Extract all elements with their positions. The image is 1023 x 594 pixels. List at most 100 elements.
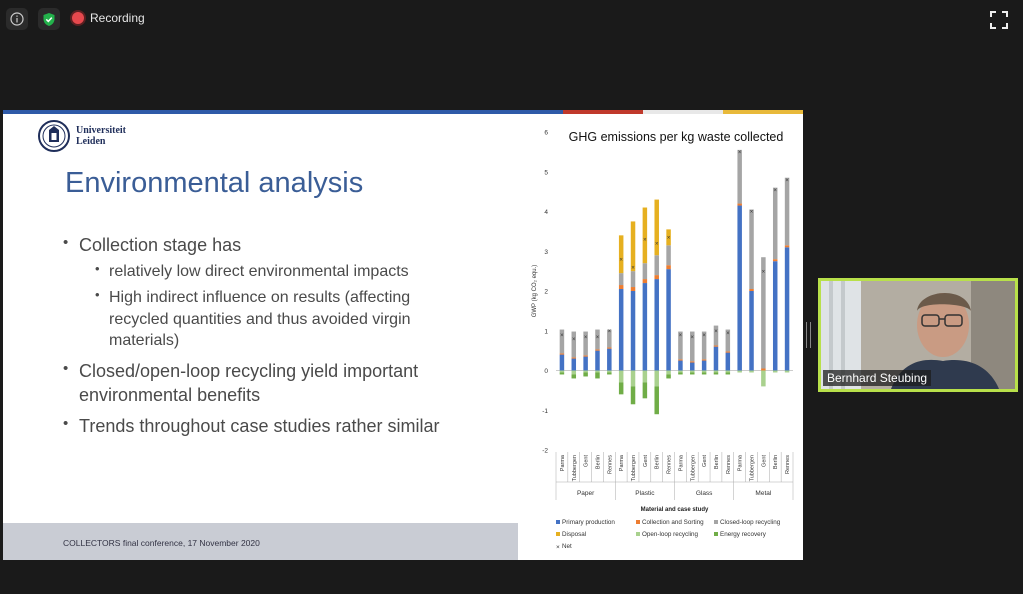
bar-segment xyxy=(630,370,636,387)
x-tick-label: Gent xyxy=(761,455,767,467)
bullet-1b-line3: materials) xyxy=(109,332,180,349)
bar-segment xyxy=(701,331,707,360)
bar-segment xyxy=(725,352,731,371)
footer-text: COLLECTORS final conference, 17 November… xyxy=(63,538,260,548)
bar-segment xyxy=(725,329,731,352)
panel-resize-handle[interactable] xyxy=(806,322,811,348)
bar-segment xyxy=(784,177,790,246)
bar-segment xyxy=(666,269,671,371)
bar-segment xyxy=(678,359,683,361)
bar-segment xyxy=(571,370,577,375)
bar-segment xyxy=(678,372,683,375)
x-tick-label: Parma xyxy=(738,454,744,471)
x-tick-label: Gent xyxy=(643,455,649,467)
legend-label: Closed-loop recycling xyxy=(720,519,781,526)
legend-swatch xyxy=(556,520,560,524)
participant-video-tile[interactable]: Bernhard Steubing xyxy=(818,278,1018,392)
x-tick-label: Berlin xyxy=(773,455,779,469)
bar-segment xyxy=(761,370,766,387)
bar-segment xyxy=(772,259,778,262)
fullscreen-icon[interactable] xyxy=(989,10,1009,30)
bar-segment xyxy=(772,187,778,260)
bar-segment xyxy=(784,370,790,373)
security-button[interactable] xyxy=(38,8,60,30)
bar-segment xyxy=(713,325,719,346)
y-tick-label: 1 xyxy=(544,328,548,335)
net-marker: × xyxy=(785,178,789,184)
bar-segment xyxy=(618,382,624,395)
bar-segment xyxy=(630,221,636,272)
bar-segment xyxy=(654,279,659,371)
bar-segment xyxy=(725,370,731,373)
info-button[interactable] xyxy=(6,8,28,30)
bar-segment xyxy=(642,263,648,280)
legend-swatch xyxy=(556,532,560,536)
bar-segment xyxy=(571,374,577,379)
legend-net-marker: × xyxy=(556,544,560,551)
bar-segment xyxy=(654,386,659,415)
x-tick-label: Berlin xyxy=(655,455,661,469)
bar-segment xyxy=(654,199,659,256)
net-marker: × xyxy=(691,335,695,341)
x-tick-label: Rennes xyxy=(667,455,673,474)
bullet-3: Trends throughout case studies rather si… xyxy=(79,416,440,436)
bar-segment xyxy=(595,329,600,350)
bar-segment xyxy=(701,372,707,375)
net-marker: × xyxy=(608,329,612,335)
slide-footer: COLLECTORS final conference, 17 November… xyxy=(3,523,518,560)
bullet-marker: • xyxy=(63,234,69,251)
net-marker: × xyxy=(643,238,647,244)
net-marker: × xyxy=(631,265,635,271)
legend-label: Net xyxy=(562,543,572,550)
x-tick-label: Tubbergen xyxy=(750,455,756,481)
group-label: Plastic xyxy=(635,490,655,497)
bar-segment xyxy=(713,372,719,375)
bar-segment xyxy=(701,360,707,371)
group-label: Glass xyxy=(696,490,713,497)
group-label: Metal xyxy=(755,490,771,497)
info-icon xyxy=(10,12,24,26)
bar-segment xyxy=(690,372,695,375)
bar-segment xyxy=(678,360,683,371)
y-tick-label: 4 xyxy=(544,209,548,216)
bar-segment xyxy=(737,205,742,371)
y-axis-label: GWP (kg CO₂ equ.) xyxy=(532,265,538,318)
bar-segment xyxy=(678,331,683,360)
y-tick-label: 5 xyxy=(544,169,548,176)
bar-segment xyxy=(583,372,588,377)
bullet-2-line1: Closed/open-loop recycling yield importa… xyxy=(79,361,419,381)
bar-segment xyxy=(784,245,790,248)
university-logo: Universiteit Leiden xyxy=(38,118,126,154)
recording-indicator[interactable]: Recording xyxy=(72,11,145,25)
bar-segment xyxy=(559,370,565,373)
y-tick-label: 6 xyxy=(544,130,548,137)
x-tick-label: Tubbergen xyxy=(631,455,637,481)
shield-check-icon xyxy=(43,12,55,26)
bar-segment xyxy=(595,349,600,351)
y-tick-label: -1 xyxy=(542,408,548,415)
bar-segment xyxy=(618,289,624,371)
bullet-marker: • xyxy=(95,287,100,302)
video-feed: Bernhard Steubing xyxy=(821,281,1015,389)
net-marker: × xyxy=(738,150,742,156)
bar-segment xyxy=(642,283,648,371)
bar-segment xyxy=(772,370,778,373)
net-marker: × xyxy=(655,242,659,248)
net-marker: × xyxy=(572,337,576,343)
bullet-marker: • xyxy=(63,415,69,432)
legend-label: Disposal xyxy=(562,531,586,538)
bar-segment xyxy=(761,368,766,371)
ghg-chart-svg: 6 5 4 3 2 1 0 -1 -2 GWP (kg CO₂ equ.) GHG emission… xyxy=(532,130,794,551)
bullet-2-line2: environmental benefits xyxy=(79,385,261,405)
x-tick-label: Parma xyxy=(619,454,625,471)
leiden-seal-icon xyxy=(38,120,70,152)
group-label: Paper xyxy=(577,490,595,497)
bar-segment xyxy=(583,370,588,373)
logo-line1: Universiteit xyxy=(76,125,126,136)
x-tick-label: Tubbergen xyxy=(690,455,696,481)
net-marker: × xyxy=(762,269,766,275)
y-tick-label: 3 xyxy=(544,249,548,256)
x-tick-label: Parma xyxy=(560,454,566,471)
bar-segment xyxy=(678,370,683,373)
